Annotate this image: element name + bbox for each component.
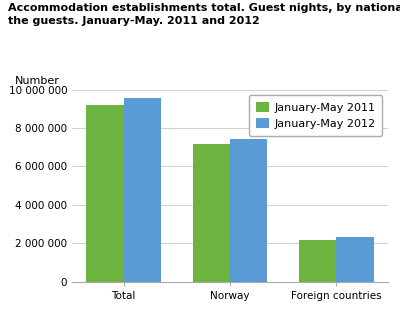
Text: Number: Number: [15, 76, 60, 86]
Text: Accommodation establishments total. Guest nights, by nationality of
the guests. : Accommodation establishments total. Gues…: [8, 3, 400, 26]
Bar: [336, 237, 374, 282]
Bar: [124, 98, 161, 282]
Bar: [230, 139, 267, 282]
Bar: [86, 105, 124, 282]
Bar: [193, 144, 230, 282]
Bar: [299, 240, 336, 282]
Legend: January-May 2011, January-May 2012: January-May 2011, January-May 2012: [249, 95, 382, 136]
